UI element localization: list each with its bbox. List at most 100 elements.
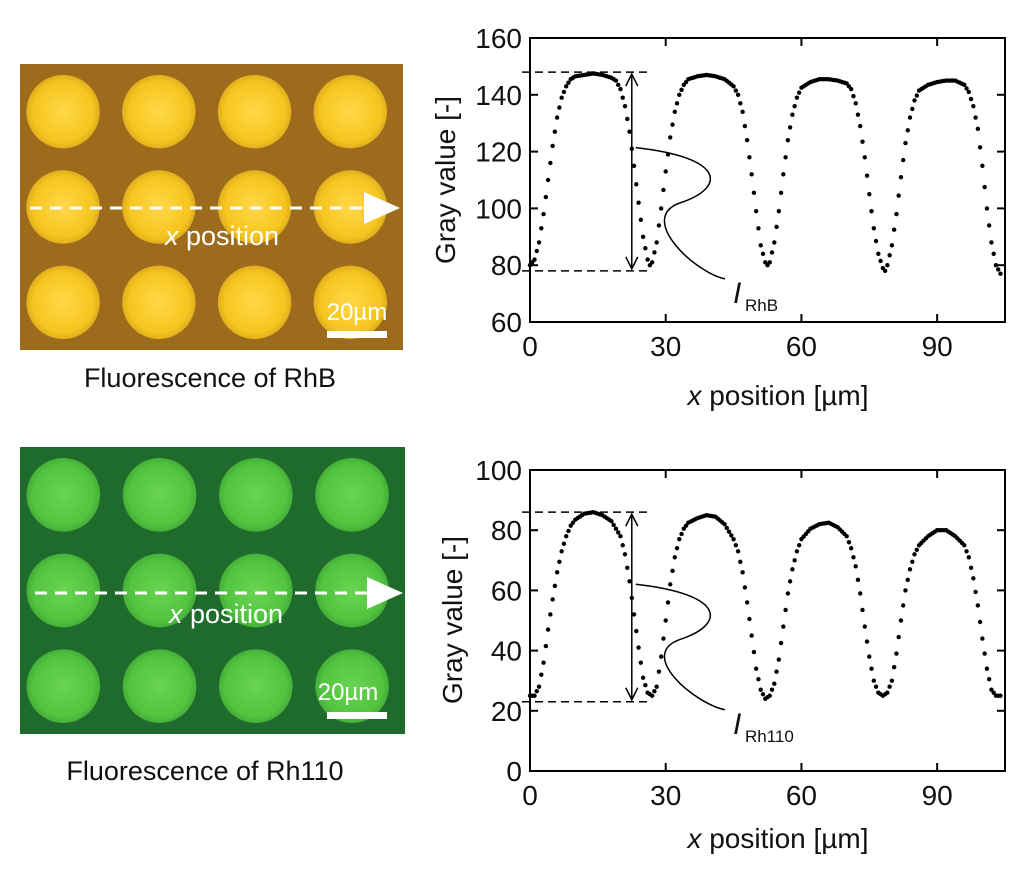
data-point — [744, 138, 750, 143]
data-point — [977, 145, 983, 150]
data-point — [622, 103, 628, 109]
data-point — [869, 666, 874, 671]
data-point — [559, 549, 564, 554]
data-point — [862, 624, 867, 629]
data-point — [656, 223, 662, 228]
data-point — [613, 78, 619, 83]
data-point — [674, 101, 680, 106]
data-point — [986, 676, 992, 682]
data-point — [625, 565, 630, 571]
data-point — [640, 675, 646, 680]
data-point — [982, 651, 987, 656]
data-point — [649, 260, 655, 265]
data-point — [738, 559, 743, 565]
data-point — [645, 257, 650, 262]
data-point — [862, 155, 867, 160]
data-point — [665, 600, 671, 605]
data-point — [873, 684, 879, 689]
data-point — [846, 540, 852, 545]
data-point — [885, 263, 890, 268]
data-point — [663, 618, 668, 623]
data-point — [851, 555, 856, 560]
data-point — [566, 528, 571, 534]
data-point — [912, 552, 917, 557]
data-point — [991, 690, 996, 695]
y-tick-label: 100 — [475, 455, 522, 486]
data-point — [896, 634, 901, 640]
data-point — [545, 627, 551, 632]
data-point — [891, 227, 897, 232]
data-point — [973, 115, 978, 120]
data-point — [760, 692, 766, 697]
data-point — [858, 123, 863, 129]
data-point — [889, 678, 895, 683]
data-point — [783, 155, 788, 160]
rh110-scale-bar — [327, 712, 387, 719]
data-point — [962, 82, 967, 88]
data-point — [726, 529, 732, 534]
rh110-image-panel: x position 20µm — [20, 447, 405, 734]
data-point — [901, 603, 906, 608]
data-point — [851, 94, 856, 99]
data-point — [541, 660, 546, 665]
data-point — [751, 190, 757, 195]
data-point — [975, 126, 981, 132]
intensity-label-subscript: Rh110 — [745, 727, 794, 746]
fluorescent-dot — [122, 265, 196, 340]
data-point — [557, 105, 562, 110]
data-point — [751, 649, 757, 655]
y-tick-label: 20 — [491, 696, 522, 727]
data-point — [618, 86, 623, 92]
data-point — [898, 174, 904, 180]
data-point — [738, 101, 743, 106]
fluorescent-dot — [313, 74, 388, 149]
rh110-y-axis-title: Gray value [-] — [437, 536, 468, 704]
x-tick-label: 60 — [786, 331, 817, 362]
data-point — [855, 112, 861, 117]
data-point — [563, 534, 569, 539]
data-point — [787, 579, 793, 584]
rh110-caption: Fluorescence of Rh110 — [66, 756, 343, 786]
rhb-scan-arrow-head — [364, 192, 400, 224]
intensity-label: I — [733, 277, 741, 310]
data-point — [905, 128, 910, 133]
x-tick-label: 30 — [650, 331, 681, 362]
fluorescent-dot — [122, 649, 197, 723]
data-point — [964, 86, 969, 91]
data-point — [910, 106, 915, 112]
data-point — [903, 588, 908, 593]
data-point — [672, 555, 677, 560]
data-point — [767, 260, 772, 265]
data-point — [679, 87, 684, 93]
data-point — [790, 567, 795, 572]
data-point — [772, 681, 777, 686]
data-point — [891, 664, 897, 670]
data-point — [878, 258, 883, 264]
data-point — [769, 687, 775, 692]
data-point — [787, 125, 793, 130]
y-tick-label: 40 — [491, 636, 522, 667]
data-point — [629, 146, 634, 151]
callout-curve — [635, 146, 726, 280]
rhb-arrow-label: x position — [163, 221, 279, 251]
data-point — [910, 559, 915, 565]
arrow-head-up — [625, 512, 639, 527]
data-point — [620, 543, 625, 548]
fluorescent-dot — [217, 74, 292, 149]
data-point — [545, 177, 551, 183]
data-point — [636, 200, 641, 205]
data-point — [742, 123, 748, 129]
rhb-scan-arrow — [30, 192, 400, 224]
data-point — [986, 223, 992, 228]
x-tick-label: 90 — [922, 780, 953, 811]
data-point — [735, 92, 741, 98]
data-point — [864, 173, 870, 178]
intensity-label-subscript: RhB — [745, 296, 778, 315]
data-point — [557, 559, 562, 565]
data-point — [554, 570, 560, 575]
intensity-label: I — [733, 708, 741, 741]
data-point — [620, 95, 625, 100]
data-point — [722, 521, 727, 527]
y-tick-label: 140 — [475, 80, 522, 111]
